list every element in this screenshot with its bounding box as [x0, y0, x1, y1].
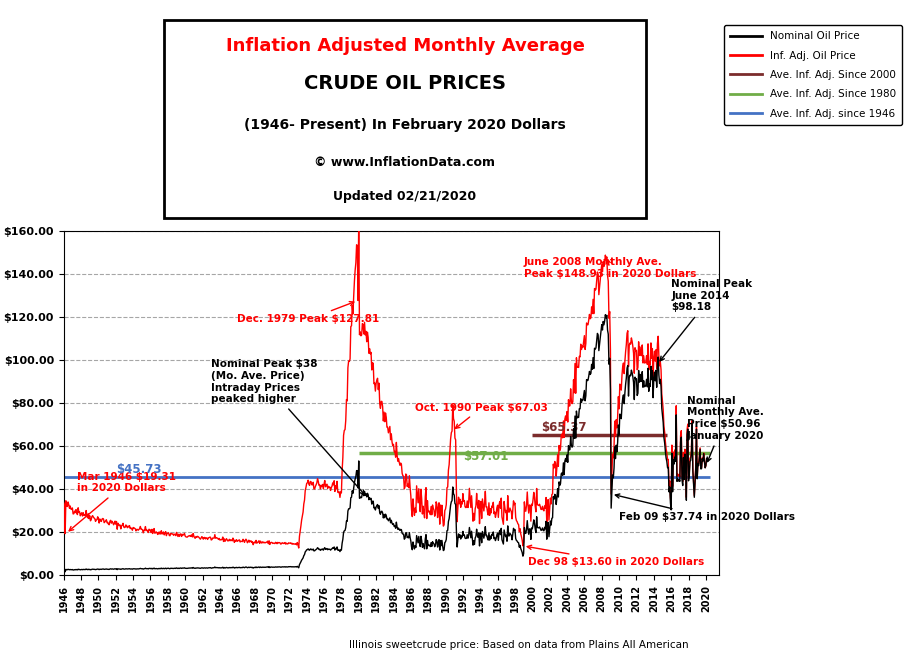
- Text: $45.73: $45.73: [116, 463, 161, 476]
- Text: Nominal
Monthly Ave.
Price $50.96
January 2020: Nominal Monthly Ave. Price $50.96 Januar…: [687, 396, 764, 461]
- Text: Illinois sweetcrude price: Based on data from Plains All American: Illinois sweetcrude price: Based on data…: [349, 640, 689, 650]
- Text: Dec 98 $13.60 in 2020 Dollars: Dec 98 $13.60 in 2020 Dollars: [527, 545, 704, 567]
- Text: June 2008 Monthly Ave.
Peak $148.93 in 2020 Dollars: June 2008 Monthly Ave. Peak $148.93 in 2…: [523, 257, 696, 279]
- Text: Mar 1946 $19.31
in 2020 Dollars: Mar 1946 $19.31 in 2020 Dollars: [69, 472, 176, 531]
- Text: Nominal Peak $38
(Mo. Ave. Price)
Intraday Prices
peaked higher: Nominal Peak $38 (Mo. Ave. Price) Intrad…: [211, 360, 365, 494]
- Legend: Nominal Oil Price, Inf. Adj. Oil Price, Ave. Inf. Adj. Since 2000, Ave. Inf. Adj: Nominal Oil Price, Inf. Adj. Oil Price, …: [724, 25, 903, 125]
- Text: Oct. 1990 Peak $67.03: Oct. 1990 Peak $67.03: [415, 403, 548, 428]
- Text: $57.01: $57.01: [463, 450, 509, 463]
- Text: (1946- Present) In February 2020 Dollars: (1946- Present) In February 2020 Dollars: [244, 118, 566, 132]
- Text: © www.InflationData.com: © www.InflationData.com: [315, 156, 495, 169]
- Text: Updated 02/21/2020: Updated 02/21/2020: [333, 190, 477, 203]
- Text: Dec. 1979 Peak $127.81: Dec. 1979 Peak $127.81: [238, 301, 379, 325]
- Text: $65.37: $65.37: [541, 420, 587, 434]
- Text: Nominal Peak
June 2014
$98.18: Nominal Peak June 2014 $98.18: [660, 279, 753, 361]
- Text: Inflation Adjusted Monthly Average: Inflation Adjusted Monthly Average: [226, 36, 584, 55]
- Text: CRUDE OIL PRICES: CRUDE OIL PRICES: [304, 74, 506, 93]
- Text: Feb 09 $37.74 in 2020 Dollars: Feb 09 $37.74 in 2020 Dollars: [615, 494, 795, 522]
